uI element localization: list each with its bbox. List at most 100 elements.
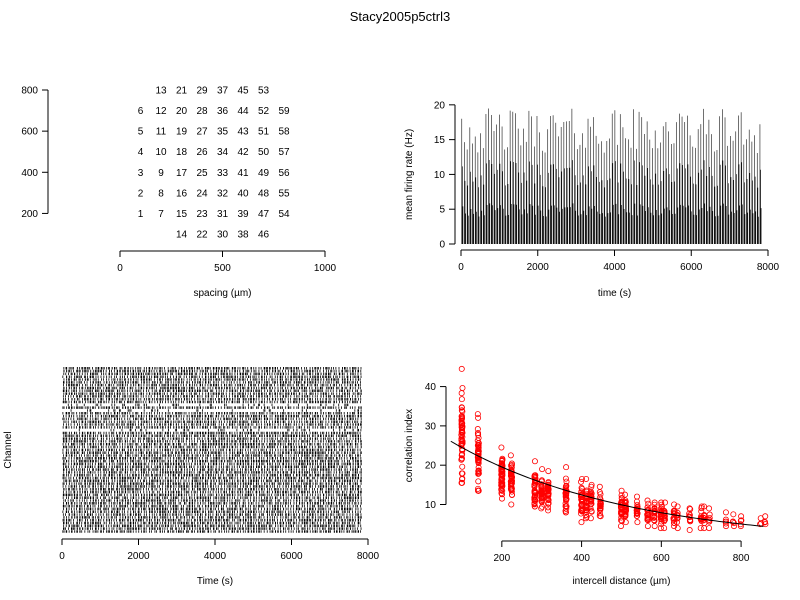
fit-curve (450, 440, 764, 527)
correlation-point (562, 503, 569, 510)
correlation-point (674, 515, 681, 522)
correlation-point (474, 430, 481, 437)
electrode-label: 16 (176, 188, 188, 199)
distance-group (644, 497, 652, 530)
electrode-label: 9 (158, 168, 164, 179)
electrode-label: 56 (278, 168, 290, 179)
correlation-point (508, 488, 515, 495)
corr-y-axis-label: correlation index (404, 409, 415, 482)
distance-group (531, 458, 539, 510)
correlation-point (499, 456, 506, 463)
electrode-label: 11 (156, 127, 167, 138)
distance-group (673, 503, 681, 532)
electrode-label: 26 (196, 147, 208, 158)
correlation-point (596, 512, 603, 519)
electrode-label: 8 (158, 188, 164, 199)
electrode-label: 17 (176, 168, 188, 179)
corr-x-tick-label: 600 (653, 553, 670, 564)
correlation-point (544, 494, 551, 501)
correlation-point (459, 384, 466, 391)
spike-raster-panel: 0 2000 4000 6000 8000 Time (s) Channel (3, 367, 380, 587)
correlation-point (583, 475, 590, 482)
correlation-point (686, 510, 693, 517)
correlation-index-panel: 200 400 600 800 10 20 30 40 intercell distance (… (404, 365, 769, 587)
electrode-label: 28 (196, 106, 208, 117)
correlation-point (474, 411, 481, 418)
correlation-point (578, 478, 585, 485)
electrode-label: 23 (196, 209, 208, 220)
correlation-point (474, 485, 481, 492)
correlation-point (671, 501, 678, 508)
corr-x-tick-label: 200 (493, 553, 510, 564)
electrode-label: 22 (196, 230, 208, 241)
raster-spikes (62, 367, 362, 533)
correlation-point (539, 466, 546, 473)
correlation-point (508, 467, 515, 474)
correlation-point (458, 432, 465, 439)
layout-x-axis-label: spacing (µm) (194, 288, 252, 299)
correlation-point (644, 497, 651, 504)
correlation-point (621, 507, 628, 514)
correlation-point (459, 450, 466, 457)
electrode-label: 34 (217, 147, 229, 158)
correlation-point (722, 509, 729, 516)
correlation-point (674, 525, 681, 532)
electrode-label: 2 (138, 188, 144, 199)
correlation-point (687, 518, 694, 525)
correlation-point (562, 475, 569, 482)
correlation-point (651, 509, 658, 516)
correlation-point (459, 463, 466, 470)
correlation-point (687, 506, 694, 513)
correlation-point (644, 511, 651, 518)
correlation-point (622, 511, 629, 518)
electrode-label: 14 (176, 230, 188, 241)
correlation-point (587, 488, 594, 495)
correlation-point (761, 518, 768, 525)
correlation-point (762, 513, 769, 520)
electrode-label: 20 (176, 106, 188, 117)
correlation-point (634, 501, 641, 508)
electrode-label: 10 (155, 147, 167, 158)
correlation-point (499, 468, 506, 475)
correlation-point (475, 467, 482, 474)
correlation-point (563, 487, 570, 494)
correlation-point (458, 437, 465, 444)
electrode-label: 21 (176, 86, 188, 97)
correlation-point (621, 491, 628, 498)
correlation-point (658, 499, 665, 506)
electrode-label: 13 (155, 86, 167, 97)
corr-y-tick-label: 20 (425, 461, 437, 472)
correlation-point (618, 517, 625, 524)
distance-group (507, 452, 515, 508)
correlation-point (531, 481, 538, 488)
correlation-point (531, 503, 538, 510)
layout-x-tick-label: 500 (214, 263, 231, 274)
distance-group (621, 491, 630, 526)
electrode-label: 47 (258, 209, 270, 220)
mean-firing-rate-panel: 0 2000 4000 6000 8000 0 5 10 15 20 time (s) mean fi… (404, 100, 780, 299)
electrode-label: 53 (258, 86, 270, 97)
layout-y-tick-label: 200 (21, 209, 38, 220)
correlation-point (458, 470, 465, 477)
correlation-point (459, 423, 466, 430)
electrode-label: 43 (237, 127, 249, 138)
distance-group (474, 411, 482, 494)
electrode-label: 58 (278, 127, 290, 138)
correlation-point (538, 498, 545, 505)
correlation-point (458, 424, 465, 431)
correlation-point (588, 500, 595, 507)
correlation-point (706, 505, 713, 512)
distance-group (596, 483, 604, 520)
electrode-label: 12 (155, 106, 167, 117)
electrode-label: 19 (176, 127, 188, 138)
correlation-point (697, 525, 704, 532)
correlation-point (545, 504, 552, 511)
electrode-label: 52 (258, 106, 270, 117)
electrode-label: 1 (138, 209, 144, 220)
correlation-point (651, 517, 658, 524)
correlation-point (563, 478, 570, 485)
electrode-label: 42 (237, 147, 249, 158)
rate-x-axis-label: time (s) (598, 288, 631, 299)
raster-x-tick-label: 6000 (280, 551, 303, 562)
correlation-point (508, 501, 515, 508)
